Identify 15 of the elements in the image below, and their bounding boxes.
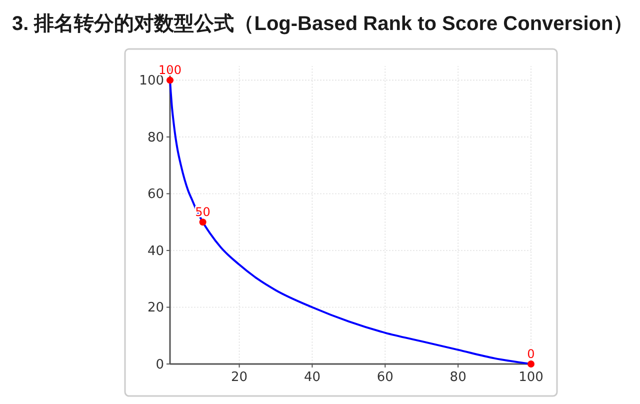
- x-tick-label: 60: [376, 370, 394, 385]
- x-tick-label: 80: [450, 370, 466, 385]
- x-tick-label: 20: [231, 370, 248, 385]
- y-tick-label: 60: [147, 187, 164, 202]
- y-tick-label: 20: [147, 300, 164, 316]
- y-tick-label: 80: [147, 130, 164, 146]
- data-label: 0: [527, 347, 535, 361]
- x-tick-label: 40: [304, 370, 320, 385]
- x-tick-label: 100: [518, 370, 544, 385]
- y-tick-label: 100: [139, 74, 164, 89]
- point: [199, 218, 206, 226]
- y-tick-label: 0: [156, 358, 164, 372]
- chart-title: 3. 排名转分的对数型公式（Log-Based Rank to Score Conversion）: [12, 13, 634, 35]
- point: [166, 76, 174, 84]
- y-tick-label: 40: [147, 244, 164, 259]
